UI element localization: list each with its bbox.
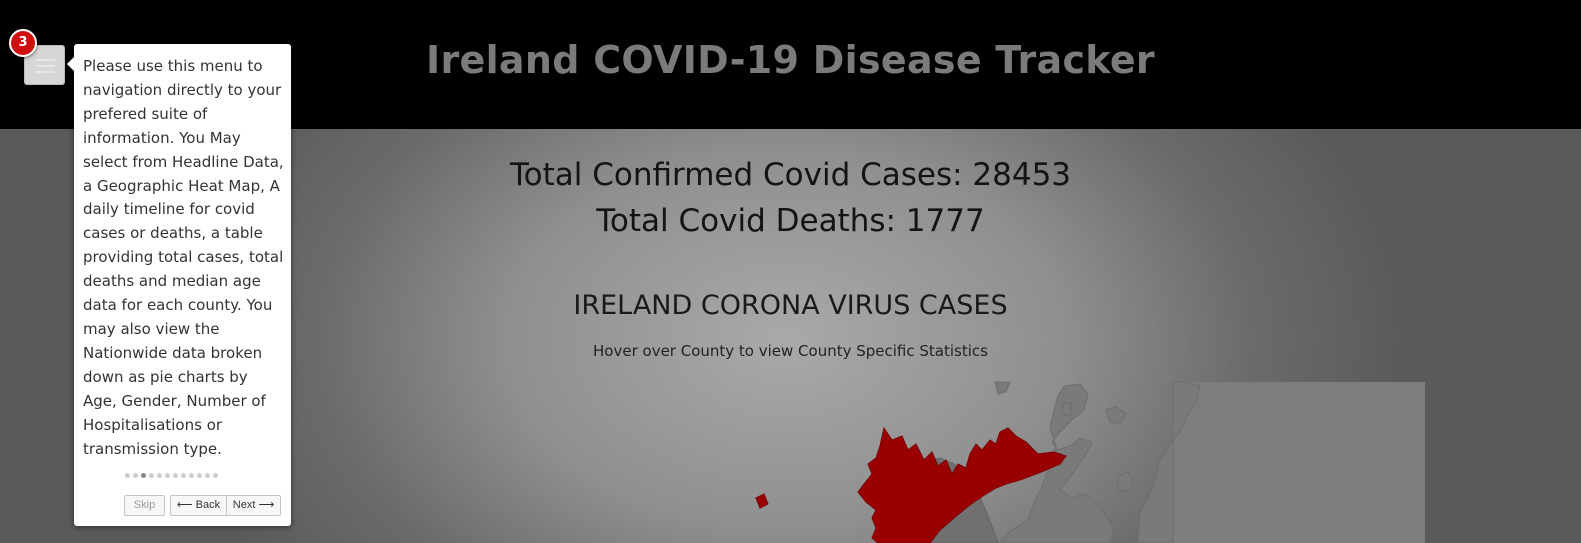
total-deaths-stat: Total Covid Deaths: 1777 [596, 203, 985, 239]
total-cases-stat: Total Confirmed Covid Cases: 28453 [509, 157, 1072, 193]
progress-dot[interactable] [213, 473, 218, 478]
tour-tooltip: Please use this menu to navigation direc… [67, 44, 291, 526]
tooltip-arrow [67, 57, 74, 71]
skip-button[interactable]: Skip [124, 495, 165, 516]
ireland-heat-map[interactable] [640, 380, 1430, 543]
progress-dot[interactable] [133, 473, 138, 478]
tour-step-badge: 3 [9, 29, 37, 57]
progress-dot[interactable] [205, 473, 210, 478]
progress-dot[interactable] [181, 473, 186, 478]
map-sea-panel [1173, 382, 1425, 543]
progress-dot[interactable] [125, 473, 130, 478]
map-region-gb-mainland [1137, 381, 1201, 543]
next-button[interactable]: Next ⟶ [227, 495, 281, 516]
map-section-subtitle: Hover over County to view County Specifi… [593, 342, 988, 360]
progress-dot[interactable] [165, 473, 170, 478]
map-region-britain [994, 381, 1135, 543]
progress-dot[interactable] [141, 473, 146, 478]
site-title: Ireland COVID-19 Disease Tracker [426, 38, 1155, 82]
progress-dot[interactable] [157, 473, 162, 478]
progress-dot[interactable] [197, 473, 202, 478]
tour-tooltip-text: Please use this menu to navigation direc… [83, 57, 284, 458]
progress-dot[interactable] [149, 473, 154, 478]
map-section-title: IRELAND CORONA VIRUS CASES [573, 290, 1008, 321]
map-county-highlight[interactable] [755, 426, 1067, 543]
tour-progress-dots [125, 473, 218, 478]
hamburger-icon [36, 59, 55, 73]
back-button[interactable]: ⟵ Back [170, 495, 227, 516]
progress-dot[interactable] [189, 473, 194, 478]
progress-dot[interactable] [173, 473, 178, 478]
